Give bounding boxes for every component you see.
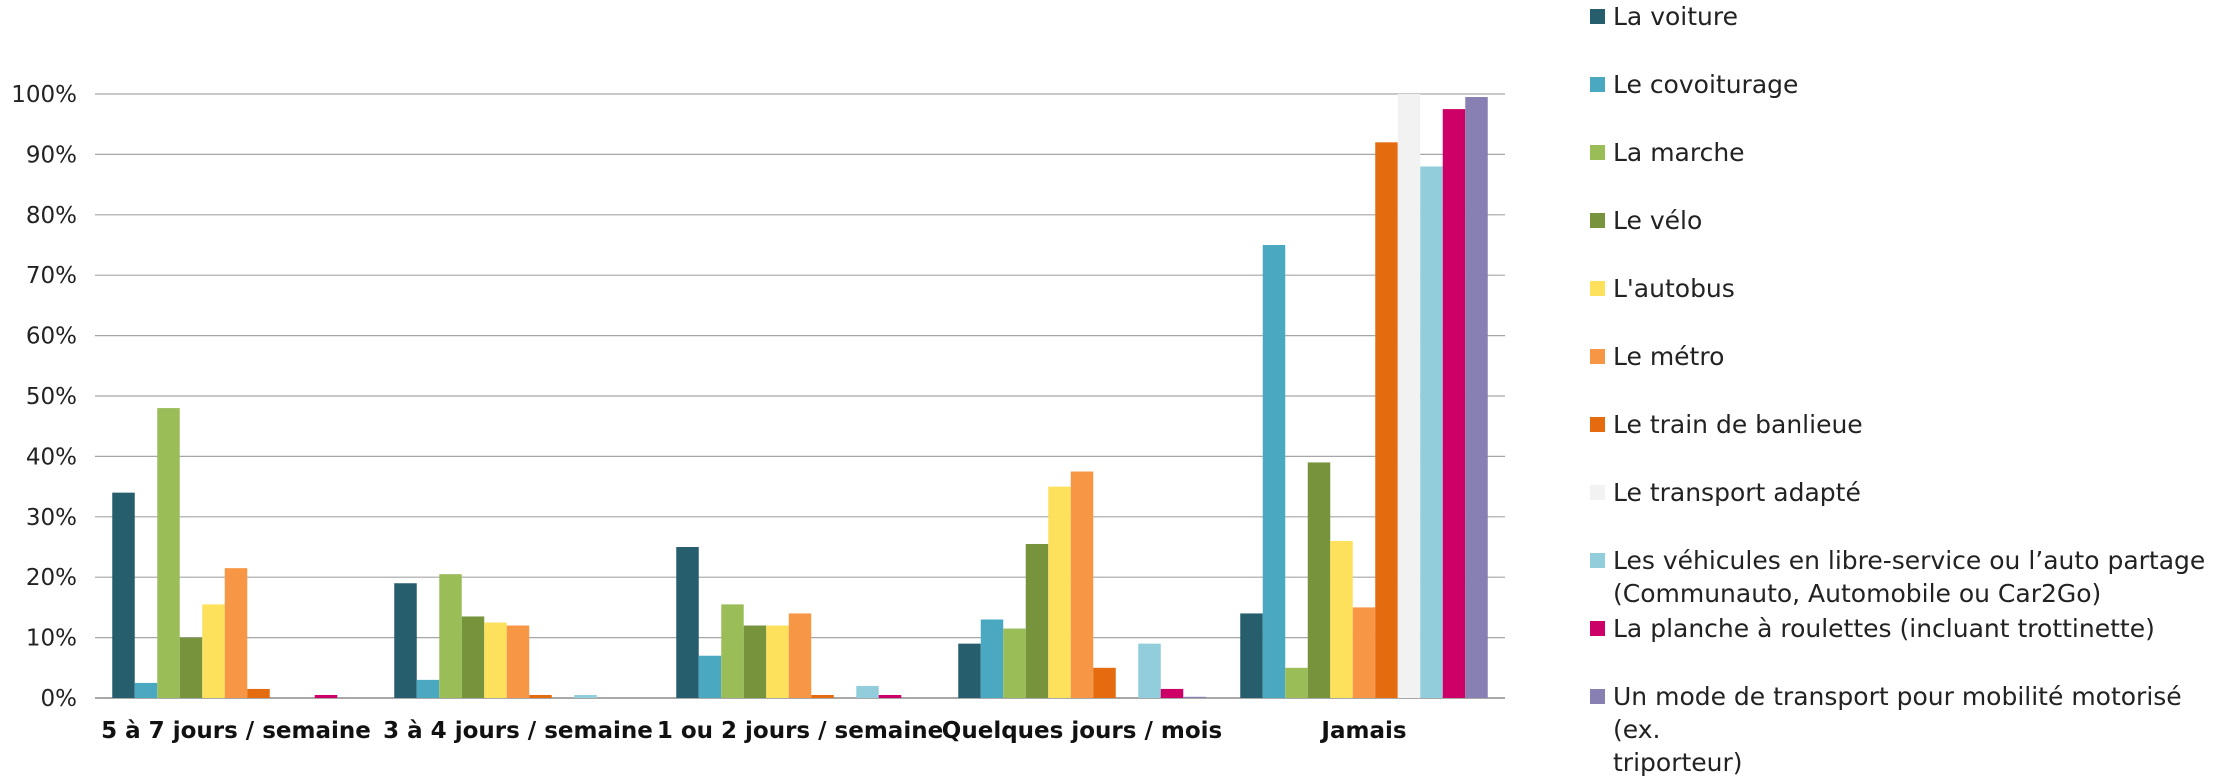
bar (1003, 628, 1026, 698)
legend-item: Le vélo (1590, 204, 1702, 237)
bar (1465, 97, 1488, 698)
bar (1025, 543, 1049, 698)
bar (157, 408, 180, 698)
y-tick-label: 100% (11, 82, 77, 108)
legend-swatch (1590, 553, 1605, 568)
legend-label: L'autobus (1613, 274, 1735, 303)
legend-item: Le métro (1590, 340, 1724, 373)
bar (179, 637, 203, 698)
bar (1093, 667, 1116, 698)
bar (1048, 486, 1071, 698)
legend-item: L'autobus (1590, 272, 1735, 305)
bar (856, 685, 879, 698)
legend-item: Les véhicules en libre-service ou l’auto… (1590, 544, 2205, 610)
bar (529, 694, 552, 698)
legend-label: Un mode de transport pour mobilité motor… (1613, 682, 2182, 777)
legend-item: La marche (1590, 136, 1745, 169)
bar (1442, 109, 1466, 699)
legend-item: Le transport adapté (1590, 476, 1861, 509)
legend-label: La planche à roulettes (incluant trottin… (1613, 614, 2155, 643)
legend-item: Le train de banlieue (1590, 408, 1863, 441)
bar (766, 625, 789, 698)
legend-swatch (1590, 485, 1605, 500)
bar (224, 568, 248, 698)
bar (1285, 667, 1308, 698)
legend-item: La planche à roulettes (incluant trottin… (1590, 612, 2155, 645)
category-label: Jamais (1319, 718, 1406, 744)
bar (811, 694, 834, 698)
y-tick-label: 0% (41, 686, 78, 712)
legend-label: La voiture (1613, 2, 1738, 31)
legend-item: Le covoiturage (1590, 68, 1798, 101)
bar (1262, 245, 1286, 698)
legend-swatch (1590, 621, 1605, 636)
bar (202, 604, 225, 698)
y-tick-label: 30% (26, 505, 77, 531)
bar (1397, 94, 1421, 698)
y-tick-label: 70% (26, 263, 77, 289)
bar (134, 682, 158, 698)
y-tick-label: 60% (26, 324, 77, 350)
bar (112, 492, 135, 698)
legend-item: La voiture (1590, 0, 1738, 33)
category-label: 1 ou 2 jours / semaine (657, 718, 943, 744)
chart-root: 0% 10% 20% 30% 40% 50% 60% 70% 80% 90% 100% 5 à 7 j… (11, 0, 2205, 777)
bar (743, 625, 767, 698)
legend-swatch (1590, 77, 1605, 92)
y-tick-label: 40% (26, 444, 77, 470)
y-tick-label: 50% (26, 384, 77, 410)
legend-label: Le métro (1613, 342, 1725, 371)
bar (1183, 696, 1206, 698)
legend-item: Un mode de transport pour mobilité motor… (1590, 680, 2210, 779)
legend-label: Les véhicules en libre-service ou l’auto… (1613, 546, 2206, 608)
category-label: 5 à 7 jours / semaine (101, 718, 371, 744)
bar (788, 613, 812, 698)
bar (247, 688, 270, 698)
legend-label: Le transport adapté (1613, 478, 1861, 507)
legend-label: Le covoiturage (1613, 70, 1799, 99)
bar (1352, 607, 1376, 698)
bar (1375, 142, 1398, 698)
bar-chart: 0% 10% 20% 30% 40% 50% 60% 70% 80% 90% 100% 5 à 7 j… (11, 82, 1505, 744)
bar (676, 547, 699, 698)
y-tick-label: 90% (26, 142, 77, 168)
y-tick-label: 10% (26, 626, 77, 652)
legend-swatch (1590, 213, 1605, 228)
bar (878, 694, 902, 698)
bar (506, 625, 530, 698)
y-tick-label: 80% (26, 203, 77, 229)
bar (958, 643, 981, 698)
y-tick-label: 20% (26, 565, 77, 591)
bar (721, 604, 744, 698)
bar (1420, 166, 1443, 699)
bar (1160, 688, 1184, 698)
bar (1240, 613, 1263, 698)
category-label: Quelques jours / mois (942, 718, 1222, 744)
bar (1330, 540, 1353, 698)
bar (439, 574, 462, 698)
bar (1138, 643, 1161, 698)
category-label: 3 à 4 jours / semaine (383, 718, 653, 744)
bar (1070, 471, 1094, 698)
bar (416, 679, 440, 698)
bar (980, 619, 1004, 698)
legend-swatch (1590, 689, 1605, 704)
bar (698, 655, 722, 698)
legend-label: Le train de banlieue (1613, 410, 1863, 439)
legend-label: Le vélo (1613, 206, 1703, 235)
legend-swatch (1590, 9, 1605, 24)
legend-swatch (1590, 417, 1605, 432)
legend-swatch (1590, 349, 1605, 364)
legend-swatch (1590, 281, 1605, 296)
legend-swatch (1590, 145, 1605, 160)
bar (484, 622, 507, 698)
legend-label: La marche (1613, 138, 1745, 167)
bar (314, 694, 338, 698)
bar (394, 583, 417, 698)
bar (1307, 462, 1331, 698)
bar (461, 616, 485, 698)
bar (574, 694, 597, 698)
